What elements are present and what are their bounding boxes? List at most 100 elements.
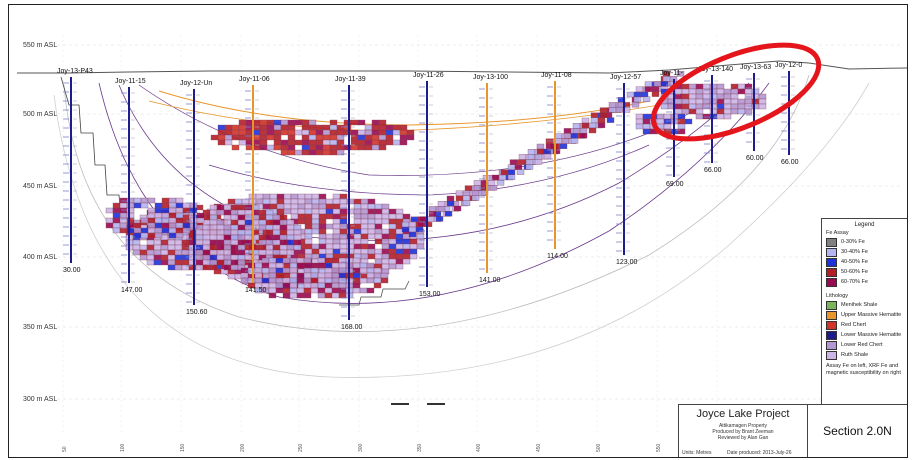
assay-block	[428, 206, 437, 212]
assay-block	[642, 123, 651, 130]
assay-block	[332, 213, 341, 220]
assay-block	[168, 232, 177, 239]
assay-block	[311, 203, 320, 210]
legend-swatch	[826, 237, 837, 247]
legend-swatch	[826, 320, 837, 330]
assay-block	[105, 222, 114, 229]
assay-block	[286, 244, 295, 251]
assay-block	[395, 258, 404, 265]
assay-block	[360, 248, 369, 255]
assay-block	[168, 227, 177, 234]
assay-block	[395, 238, 404, 245]
assay-block	[322, 124, 331, 131]
assay-block	[275, 277, 284, 284]
assay-block	[283, 193, 292, 200]
assay-block	[216, 229, 225, 236]
assay-block	[406, 134, 415, 141]
assay-block	[446, 200, 455, 207]
assay-block	[268, 272, 277, 279]
assay-block	[175, 212, 184, 219]
assay-block	[702, 93, 711, 100]
assay-block	[161, 202, 170, 209]
assay-block	[353, 203, 362, 210]
assay-block	[462, 190, 471, 196]
assay-block	[262, 193, 271, 200]
assay-block	[395, 253, 404, 260]
assay-block	[167, 264, 176, 271]
assay-block	[653, 81, 662, 87]
assay-block	[303, 257, 312, 264]
assay-block	[272, 219, 281, 226]
assay-block	[688, 108, 697, 115]
assay-block	[209, 249, 218, 256]
assay-block	[315, 139, 324, 146]
assay-block	[287, 129, 296, 136]
assay-block	[388, 233, 397, 240]
assay-block	[516, 169, 525, 175]
assay-block	[223, 234, 232, 241]
assay-block	[353, 198, 362, 205]
assay-block	[716, 108, 725, 115]
assay-block	[402, 253, 411, 260]
legend-swatch	[826, 277, 837, 287]
assay-block	[294, 139, 303, 146]
assay-block	[119, 222, 128, 229]
assay-block	[308, 144, 317, 151]
assay-block	[258, 239, 267, 246]
lithology-legend-item: Upper Massive Hematite	[826, 310, 907, 320]
assay-block	[635, 86, 644, 92]
legend-label: Lower Massive Hematite	[841, 332, 902, 338]
assay-block	[154, 232, 163, 239]
assay-block	[642, 96, 651, 102]
assay-block	[723, 108, 732, 115]
assay-block	[331, 257, 340, 264]
assay-block	[359, 287, 368, 294]
assay-block	[289, 267, 298, 274]
assay-block	[280, 129, 289, 136]
assay-block	[367, 228, 376, 235]
assay-block	[202, 224, 211, 231]
assay-block	[209, 209, 218, 216]
assay-block	[268, 282, 277, 289]
assay-block	[331, 287, 340, 294]
legend-swatch	[826, 300, 837, 310]
assay-block	[304, 208, 313, 215]
assay-block	[287, 124, 296, 131]
assay-block	[339, 228, 348, 235]
assay-block	[202, 234, 211, 241]
assay-block	[294, 129, 303, 136]
assay-block	[301, 149, 310, 156]
assay-block	[507, 164, 516, 170]
assay-block	[525, 164, 534, 170]
assay-block	[304, 223, 313, 230]
legend-swatch	[826, 310, 837, 320]
assay-block	[331, 262, 340, 269]
assay-block	[175, 197, 184, 204]
assay-block	[388, 263, 397, 270]
assay-block	[626, 91, 635, 98]
assay-block	[223, 239, 232, 246]
assay-block	[244, 234, 253, 241]
assay-block	[287, 149, 296, 156]
assay-block	[677, 118, 686, 125]
assay-block	[237, 254, 246, 261]
assay-block	[265, 219, 274, 226]
assay-block	[311, 198, 320, 205]
assay-legend-item: 60-70% Fe	[826, 277, 907, 287]
assay-block	[289, 282, 298, 289]
assay-block	[209, 229, 218, 236]
assay-block	[402, 238, 411, 245]
assay-block	[275, 287, 284, 294]
assay-block	[202, 254, 211, 261]
assay-block	[353, 218, 362, 225]
assay-block	[352, 277, 361, 284]
assay-block	[223, 204, 232, 211]
assay-block	[255, 193, 264, 200]
assay-block	[181, 244, 190, 251]
assay-block	[280, 144, 289, 151]
assay-block	[737, 98, 746, 105]
assay-block	[209, 264, 218, 271]
assay-block	[579, 128, 588, 134]
assay-block	[147, 222, 156, 229]
assay-block	[388, 213, 397, 220]
